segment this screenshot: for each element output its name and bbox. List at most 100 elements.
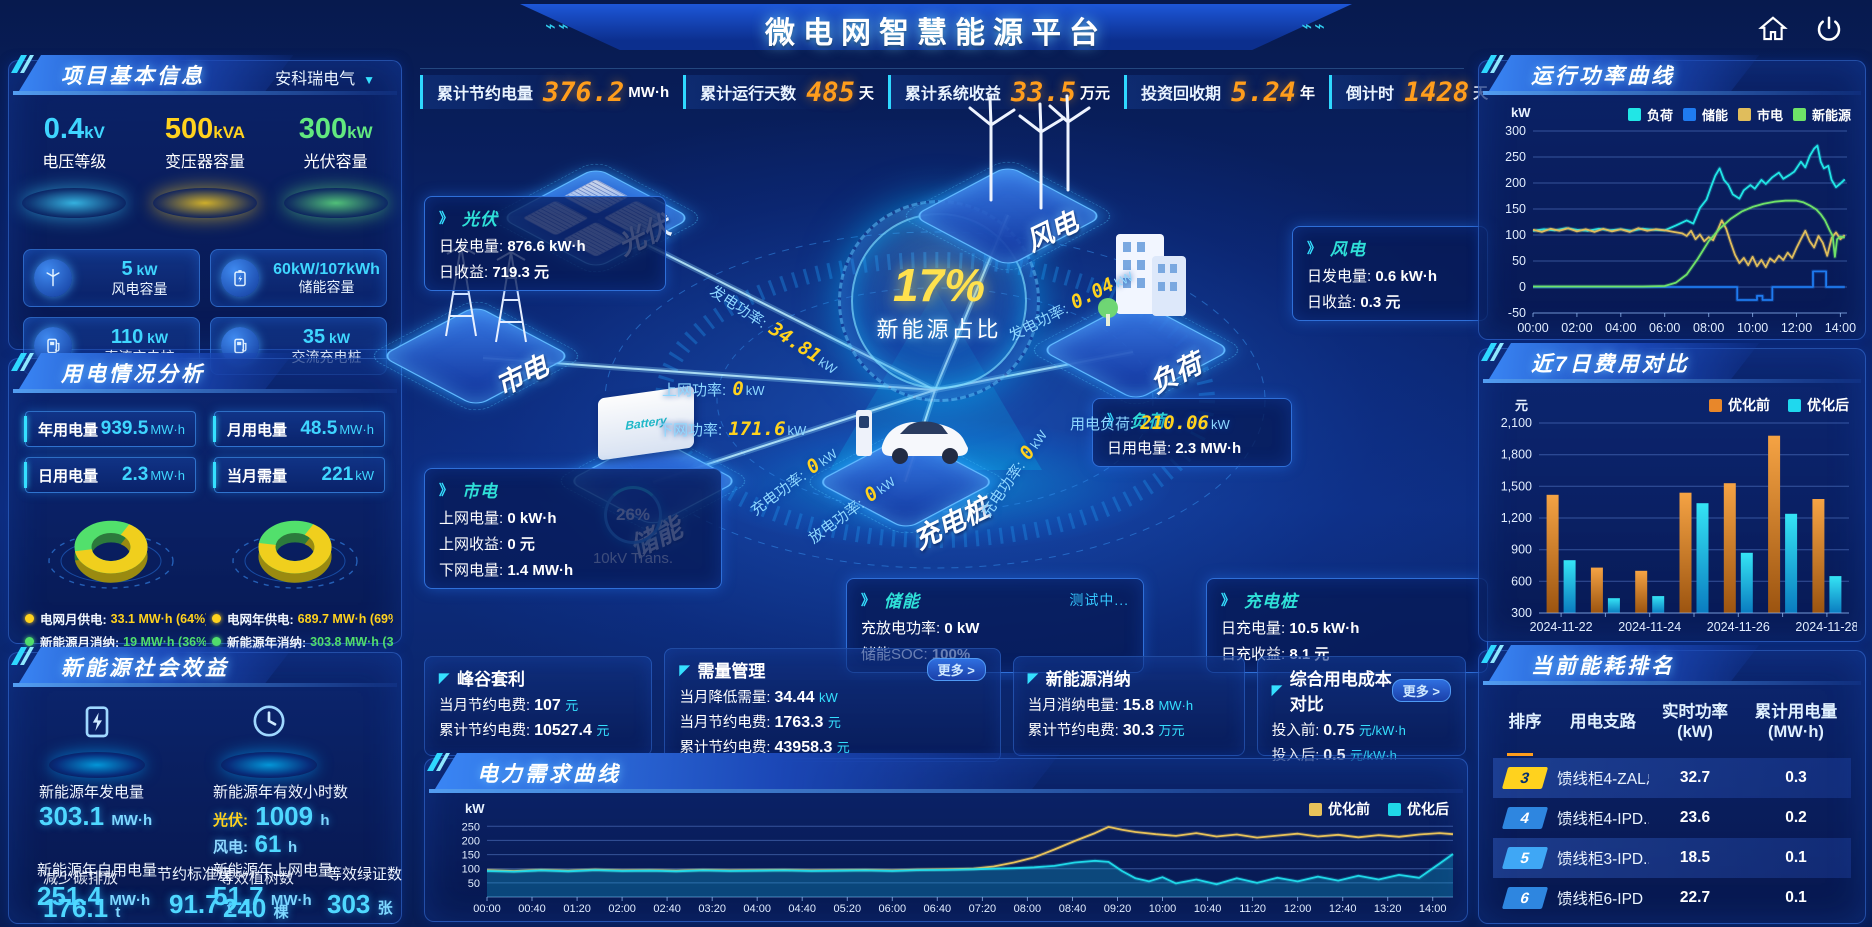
header-line2: (kW) — [1677, 722, 1713, 741]
spotlight-glow-pad — [152, 188, 257, 218]
kpi-card: ◤ 峰谷套利 当月节约电费: 107 元累计节约电费: 10527.4 元 — [424, 656, 653, 756]
flow-value: 171.6 — [728, 418, 786, 440]
legend-label: 新能源月消纳: — [40, 636, 120, 650]
more-button[interactable]: 更多 > — [926, 658, 986, 681]
svg-text:600: 600 — [1511, 574, 1532, 588]
branch-name: 馈线柜6-IPD — [1557, 890, 1644, 908]
svg-text:04:00: 04:00 — [743, 903, 771, 915]
kpi-line-unit: MW·h — [1158, 698, 1194, 713]
kpi-line-value: 34.44 — [774, 689, 819, 706]
power-flow-label: 用电负荷: 210.06 kW — [1070, 412, 1230, 434]
box-stat-line: 日发电量: 0.6 kW·h — [1307, 265, 1473, 286]
wind-box-title: 》风电 — [1307, 235, 1473, 260]
usage-stat-value: 221 — [321, 464, 354, 485]
battery-bolt-icon — [85, 706, 109, 738]
stat-value: 0 元 — [507, 536, 535, 553]
scroll-indicator — [1507, 752, 1533, 756]
topbar-stat-value: 1428 — [1404, 76, 1470, 108]
legend-item: 新能源 — [1792, 105, 1851, 124]
svg-text:250: 250 — [1505, 150, 1526, 164]
kpi-card: ◤ 新能源消纳 当月消纳电量: 15.8 MW·h 累计节约电费: 30.3 万元 — [1012, 656, 1245, 756]
header-line1: 用电支路 — [1570, 712, 1636, 731]
kpi-line: 当月节约电费: 107 元 — [439, 694, 637, 715]
legend-value: 19 MW·h (36%) — [123, 634, 206, 649]
kpi-line-label: 当月降低需量: — [679, 690, 775, 706]
flow-value: 0 — [732, 378, 744, 400]
spotlight-value: 0.4kV — [15, 113, 133, 146]
svg-text:2024-11-28: 2024-11-28 — [1795, 620, 1857, 634]
topbar-stat-label: 累计系统收益 — [904, 86, 1001, 103]
svg-text:2024-11-26: 2024-11-26 — [1707, 620, 1770, 634]
table-row[interactable]: 3 馈线柜4-ZAL总 32.7 0.3 — [1493, 757, 1851, 798]
more-button[interactable]: 更多 > — [1391, 678, 1451, 702]
capacity-label: 储能容量 — [298, 279, 355, 296]
capacity-number: 60kW/107kWh — [273, 260, 380, 278]
capacity-value: 5 kW — [121, 258, 157, 281]
kpi-line-value: 107 — [534, 697, 566, 714]
chevrons-right-icon: 》 — [1221, 591, 1236, 608]
extra-label: 新能源年自用电量 — [37, 862, 158, 879]
legend-text: 市电 — [1756, 108, 1783, 123]
home-icon[interactable] — [1758, 14, 1788, 44]
usage-stat: 月用电量 48.5 MW·h — [213, 411, 385, 447]
legend-item: 优化后 — [1388, 799, 1449, 819]
kpi-line: 当月节约电费: 1763.3 元 — [679, 711, 985, 732]
wind-hours: 风电: 61 h — [213, 831, 298, 858]
legend-text: 优化后 — [1807, 397, 1849, 413]
spotlight-stat: 0.4kV 电压等级 — [15, 113, 133, 249]
gen-value: 303.1 MW·h — [39, 801, 153, 831]
kpi-line: 当月降低需量: 34.44 kW — [679, 686, 985, 707]
extra-label: 等效绿证数 — [327, 866, 403, 883]
panel-title: 项目基本信息 — [61, 65, 205, 88]
chevrons-right-icon: 》 — [861, 591, 876, 608]
power-flow-label: 上网功率: 0 kW — [662, 378, 765, 400]
stat-value: 0.3 元 — [1360, 294, 1401, 311]
topbar-stat-label: 累计运行天数 — [700, 86, 797, 103]
table-row[interactable]: 4 馈线柜4-IPD... 23.6 0.2 — [1493, 798, 1851, 838]
charger-node: 充电桩 — [815, 410, 997, 555]
kpi-line-label: 累计节约电费: — [679, 740, 775, 756]
storage-box-title: 》储能 测试中... — [861, 587, 1129, 612]
kpi-line: 当月消纳电量: 15.8 MW·h — [1028, 694, 1230, 715]
topbar-stat-label: 倒计时 — [1346, 86, 1395, 103]
svg-text:06:00: 06:00 — [1649, 321, 1680, 335]
svg-text:12:00: 12:00 — [1781, 321, 1812, 335]
svg-text:04:00: 04:00 — [1605, 321, 1636, 335]
rank-cell: 6 — [1493, 886, 1557, 909]
kpi-line-label: 累计节约电费: — [439, 723, 535, 739]
svg-text:100: 100 — [462, 864, 480, 876]
topbar-stat-unit: 天 — [858, 84, 874, 102]
svg-text:02:00: 02:00 — [1561, 321, 1592, 335]
svg-text:13:20: 13:20 — [1374, 903, 1402, 915]
svg-text:12:40: 12:40 — [1329, 903, 1357, 915]
stat-value: 1.4 MW·h — [507, 562, 574, 579]
total-energy: 0.1 — [1785, 888, 1807, 906]
kpi-line: 投入前: 0.75 元/kW·h — [1272, 719, 1451, 740]
header-line2: (MW·h) — [1768, 722, 1824, 741]
svg-text:200: 200 — [462, 835, 480, 847]
kpi-line-value: 15.8 — [1122, 697, 1159, 714]
panel-corner-icon — [1481, 343, 1504, 361]
table-row[interactable]: 5 馈线柜3-IPD... 18.5 0.1 — [1493, 837, 1851, 878]
donut-legend-item: 电网月供电: 33.1 MW·h (64%) — [21, 609, 206, 628]
pv-info-box: 》光伏 日发电量: 876.6 kW·h 日收益: 719.3 元 — [424, 196, 666, 291]
company-select[interactable]: 安科瑞电气 ▼ — [275, 71, 375, 88]
rank-cell: 3 — [1493, 766, 1557, 789]
svg-text:300: 300 — [1511, 606, 1532, 620]
power-icon[interactable] — [1814, 14, 1844, 44]
extra-value: 240 棵 — [223, 893, 289, 923]
legend-swatch — [1682, 108, 1696, 121]
panel-cost-compare: 近7日费用对比 元 优化前 优化后 300 600 900 1,200 1,500… — [1478, 343, 1866, 642]
chevron-down-icon: ▼ — [363, 73, 375, 87]
demand-legend: 优化前 优化后 — [1309, 799, 1449, 819]
kpi-line-unit: 元 — [827, 715, 841, 730]
stat-value: 876.6 kW·h — [507, 238, 586, 255]
legend-dot — [25, 637, 34, 646]
table-row[interactable]: 6 馈线柜6-IPD 22.7 0.1 — [1493, 878, 1851, 917]
kpi-line-unit: kW — [818, 690, 838, 705]
capacity-value: 60kW/107kWh — [273, 261, 380, 279]
header-line1: 排序 — [1508, 712, 1542, 731]
legend-dot — [212, 614, 221, 623]
flow-label: 下网功率: — [658, 422, 727, 439]
legend-text: 优化前 — [1328, 801, 1370, 817]
